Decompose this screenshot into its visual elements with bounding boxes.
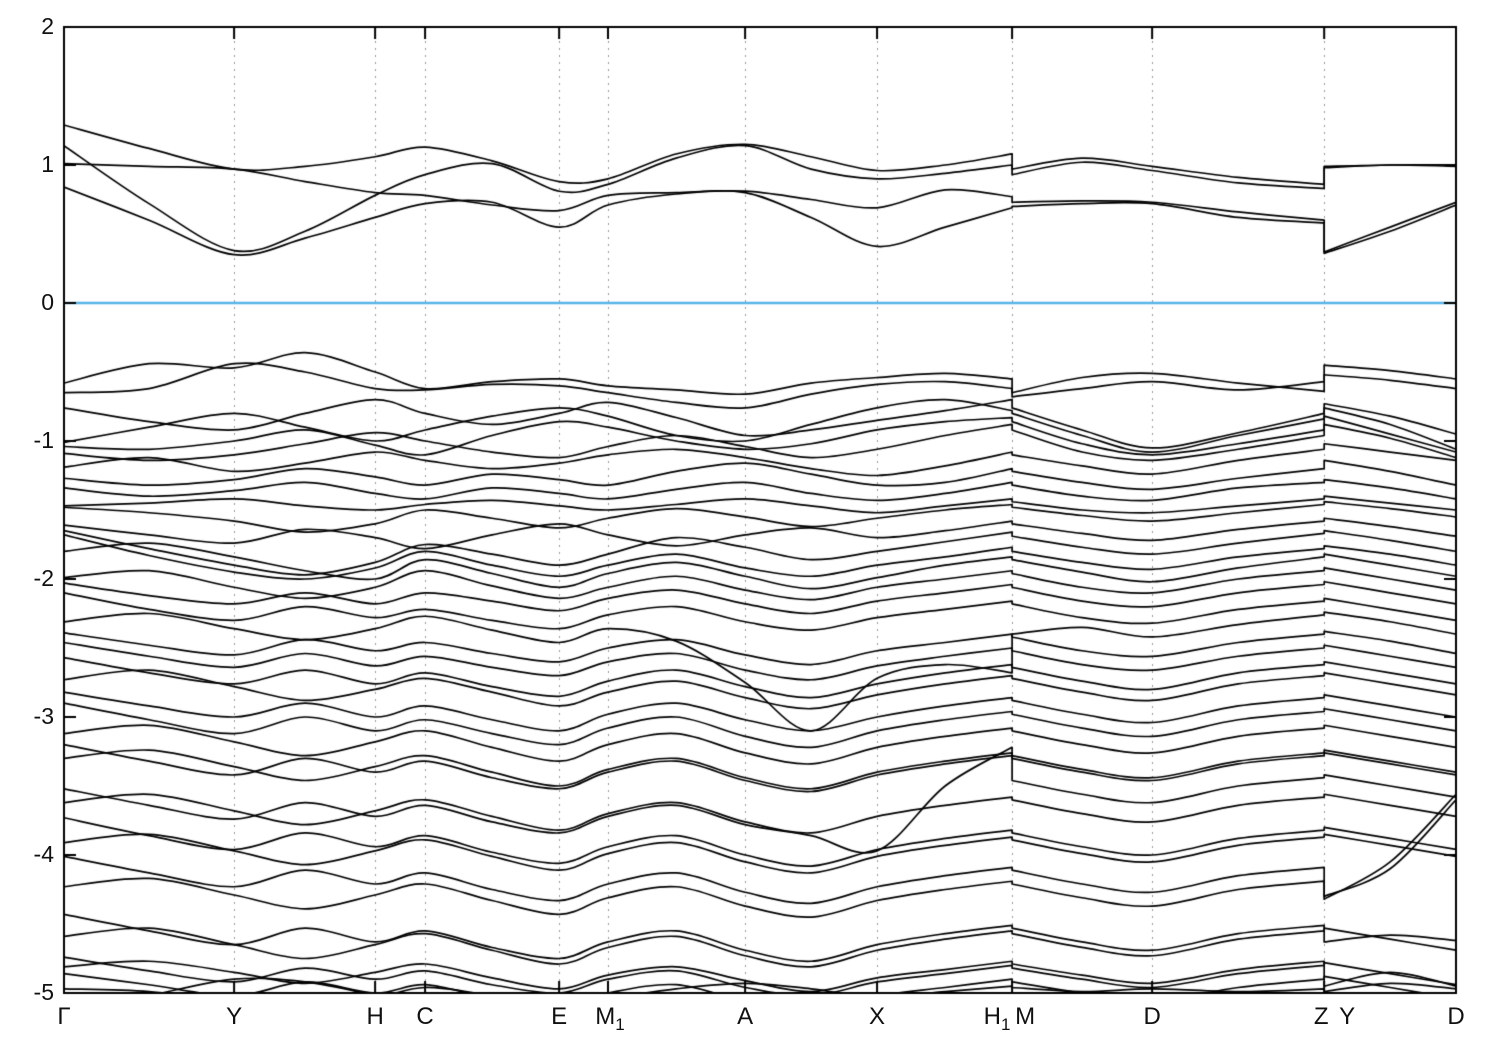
y-axis-label: -1: [33, 427, 54, 453]
x-axis-label: D: [1143, 1003, 1161, 1030]
y-axis-label: -5: [33, 979, 54, 1005]
y-axis-label: -3: [33, 703, 54, 729]
x-axis-label: M: [1015, 1003, 1036, 1030]
x-axis-label: Y: [1339, 1003, 1356, 1030]
x-axis-label: A: [737, 1003, 754, 1030]
x-axis-label: X: [869, 1003, 886, 1030]
x-axis-label: Z: [1313, 1003, 1329, 1030]
y-axis-label: 1: [41, 151, 54, 177]
x-axis-label: Γ: [57, 1003, 71, 1030]
x-axis-label: M1: [595, 1003, 625, 1034]
y-axis-label: -4: [33, 841, 54, 867]
x-axis-label: D: [1447, 1003, 1465, 1030]
x-axis-label: H: [366, 1003, 384, 1030]
y-axis-label: 2: [41, 13, 54, 39]
x-axis-label: Y: [226, 1003, 243, 1030]
x-axis-label: H1: [983, 1003, 1011, 1034]
x-axis-label: E: [551, 1003, 568, 1030]
y-axis-label: 0: [41, 289, 54, 315]
y-axis-label: -2: [33, 565, 54, 591]
x-axis-label: C: [416, 1003, 434, 1030]
